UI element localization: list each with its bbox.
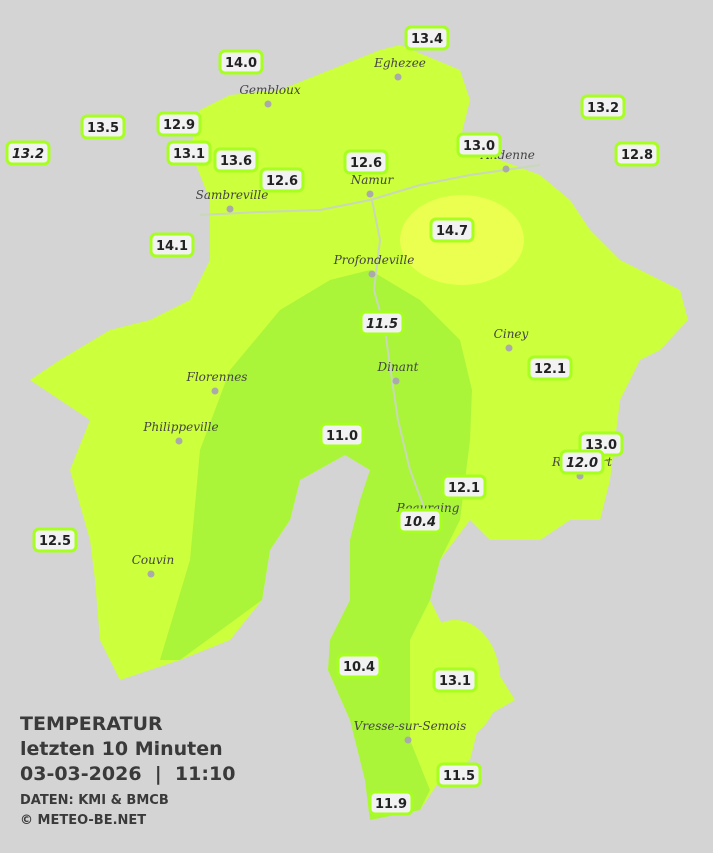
town-label: Namur <box>350 173 395 187</box>
river <box>199 164 541 511</box>
station-value: 13.2 <box>587 101 619 116</box>
station-badge <box>336 653 382 679</box>
station-badge <box>213 147 259 173</box>
town-label: Dinant <box>377 360 419 374</box>
town-label: Ciney <box>494 327 529 341</box>
station-value: 14.0 <box>225 56 257 71</box>
station-badge <box>80 114 126 140</box>
town-dot <box>175 437 183 445</box>
town-dot <box>404 736 412 744</box>
station-value: 13.6 <box>220 154 252 169</box>
station-badge <box>559 449 605 475</box>
station-badge <box>319 422 365 448</box>
station-badge <box>259 167 305 193</box>
station-badge <box>527 355 573 381</box>
title: TEMPERATUR <box>20 713 163 735</box>
source: DATEN: KMI & BMCB <box>20 793 169 808</box>
station-badge <box>397 508 443 534</box>
station-value: 12.6 <box>266 174 298 189</box>
station-value: 12.6 <box>350 156 382 171</box>
station-badge <box>614 141 660 167</box>
station-value: 12.9 <box>163 118 195 133</box>
station-badge <box>218 49 264 75</box>
town-dot <box>211 387 219 395</box>
town-dot <box>226 205 234 213</box>
station-value: 12.1 <box>448 481 480 496</box>
station-badge <box>404 25 450 51</box>
station-badge <box>432 667 478 693</box>
station-value: 10.4 <box>343 660 375 675</box>
station-value: 13.0 <box>585 438 617 453</box>
station-value: 13.1 <box>439 674 471 689</box>
town-label: Gembloux <box>239 83 301 97</box>
town-label: Eghezee <box>373 56 426 70</box>
town-dot <box>392 377 400 385</box>
station-value: 11.5 <box>443 769 475 784</box>
town-dot <box>505 344 513 352</box>
station-value: 13.1 <box>173 147 205 162</box>
station-badge <box>436 762 482 788</box>
town-label: Couvin <box>132 553 174 567</box>
town-dot <box>394 73 402 81</box>
station-value: 12.5 <box>39 534 71 549</box>
station-badge <box>343 149 389 175</box>
station-value: 13.4 <box>411 32 443 47</box>
station-badge <box>166 140 212 166</box>
station-badge <box>156 111 202 137</box>
station-badge <box>359 310 405 336</box>
town-label: Vresse-sur-Semois <box>354 719 467 733</box>
datetime: 03-03-2026 | 11:10 <box>20 763 235 785</box>
town-label: Florennes <box>186 370 248 384</box>
town-dot <box>264 100 272 108</box>
cool-zone <box>160 270 472 820</box>
station-value: 11.0 <box>326 429 358 444</box>
station-badge <box>149 232 195 258</box>
station-value: 13.0 <box>463 139 495 154</box>
station-badge <box>456 132 502 158</box>
town-dot <box>368 270 376 278</box>
station-badge <box>580 94 626 120</box>
station-value: 14.7 <box>436 224 468 239</box>
station-value: 13.2 <box>12 147 44 162</box>
town-label: Profondeville <box>333 253 415 267</box>
subtitle: letzten 10 Minuten <box>20 738 223 760</box>
station-value: 12.0 <box>566 456 598 471</box>
station-badge <box>429 217 475 243</box>
station-value: 14.1 <box>156 239 188 254</box>
station-value: 11.5 <box>366 317 398 332</box>
station-badge <box>32 527 78 553</box>
station-value: 12.1 <box>534 362 566 377</box>
copyright: © METEO-BE.NET <box>20 813 146 828</box>
station-value: 12.8 <box>621 148 653 163</box>
town-label: Philippeville <box>142 420 218 434</box>
station-value: 13.5 <box>87 121 119 136</box>
town-dot <box>147 570 155 578</box>
station-badge <box>5 140 51 166</box>
town-label: Sambreville <box>196 188 269 202</box>
station-badge <box>368 790 414 816</box>
station-value: 11.9 <box>375 797 407 812</box>
town-dot <box>502 165 510 173</box>
station-badge <box>441 474 487 500</box>
town-dot <box>366 190 374 198</box>
station-value: 10.4 <box>404 515 436 530</box>
